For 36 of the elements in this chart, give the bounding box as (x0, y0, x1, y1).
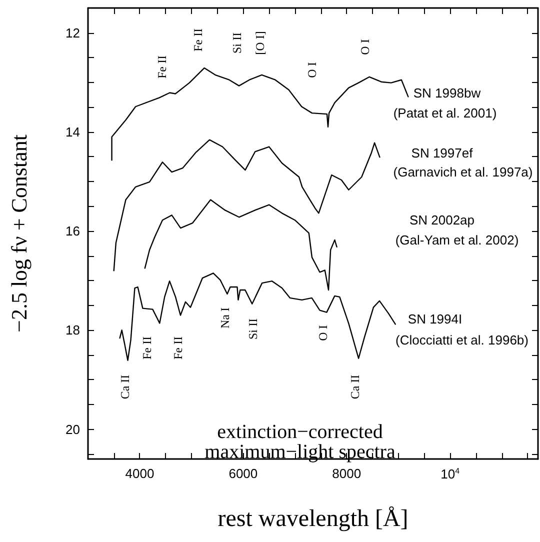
text: SN 2002ap (409, 212, 475, 228)
annotation: O I (305, 62, 319, 78)
annotation: (Gal-Yam et al. 2002) (395, 232, 519, 248)
line-series (144, 199, 338, 291)
y-tick-label: 20 (66, 422, 80, 437)
x-tick-label: 6000 (228, 466, 258, 481)
annotation: Na I (218, 308, 232, 328)
annotation: Ca II (118, 374, 132, 400)
annotation: O I (358, 39, 372, 55)
annotation: Fe II (191, 28, 205, 52)
y-tick-label: 14 (66, 124, 80, 140)
annotation: Ca II (348, 374, 362, 400)
y-tick-label: 18 (66, 322, 80, 338)
series-label: SN 1994I (408, 312, 462, 326)
x-axis-title: rest wavelength [Å] (218, 506, 408, 532)
y-tick-label: 12 (66, 25, 80, 40)
x-tick-label: 8000 (332, 466, 362, 481)
annotation: Fe II (171, 336, 185, 360)
y-tick-label: 16 (66, 224, 80, 239)
annotation: Fe II (140, 336, 154, 360)
annotation: Si II (246, 318, 260, 340)
annotation: extinction−corrected (217, 421, 383, 443)
annotation: (Patat et al. 2001) (393, 106, 497, 120)
x-tick-label: 4000 (125, 466, 154, 481)
annotation: Fe II (155, 56, 169, 78)
annotation: maximum−light spectra (204, 441, 396, 463)
annotation: O I (316, 325, 330, 341)
series-label: SN 1998bw (413, 86, 482, 100)
line-series (113, 139, 380, 272)
annotation: (Clocciatti et al. 1996b) (396, 332, 528, 348)
annotation: (Garnavich et al. 1997a) (393, 164, 533, 180)
y-axis-title: −2.5 log fν + Constant (6, 134, 32, 332)
annotation: Si II (230, 32, 244, 54)
text: SN 1997ef (411, 146, 474, 160)
annotation: [O I] (253, 31, 267, 55)
line-series (119, 272, 396, 361)
